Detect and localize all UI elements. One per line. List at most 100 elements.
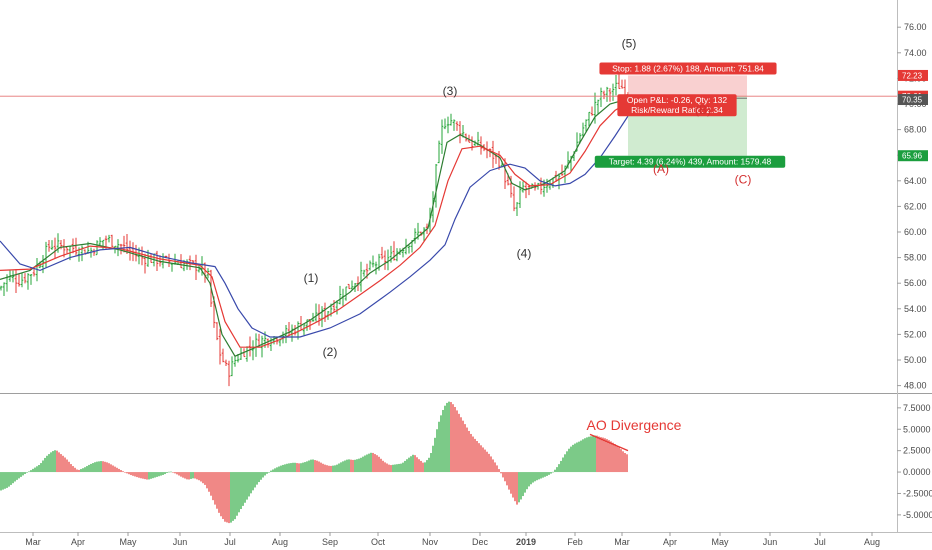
price-bar bbox=[608, 88, 612, 102]
ao-bar bbox=[450, 402, 452, 473]
price-tick-label: 54.00 bbox=[904, 304, 927, 314]
price-bar bbox=[563, 165, 567, 183]
oscillator-tick-label: -5.0000 bbox=[903, 510, 932, 520]
ao-bar bbox=[290, 463, 292, 473]
ao-bar bbox=[200, 472, 202, 482]
ao-bar bbox=[598, 436, 600, 473]
ao-bar bbox=[438, 421, 440, 473]
ao-bar bbox=[4, 472, 6, 489]
ao-bar bbox=[436, 429, 438, 473]
ao-bar bbox=[388, 464, 390, 473]
price-tick-label: 60.00 bbox=[904, 227, 927, 237]
ao-bar bbox=[252, 472, 254, 491]
price-bar bbox=[311, 312, 315, 322]
price-bar bbox=[434, 164, 438, 208]
ao-bar bbox=[572, 444, 574, 473]
ao-bar bbox=[280, 465, 282, 473]
price-bar bbox=[347, 283, 351, 290]
ao-bar bbox=[454, 406, 456, 473]
ao-bar bbox=[626, 454, 628, 473]
ao-bar bbox=[446, 402, 448, 473]
ao-bar bbox=[222, 472, 224, 519]
ao-bar bbox=[248, 472, 250, 497]
ao-bar bbox=[206, 472, 208, 489]
ao-bar bbox=[538, 472, 540, 480]
ao-bar bbox=[410, 456, 412, 473]
ao-bar bbox=[90, 463, 92, 473]
ao-bar bbox=[434, 437, 436, 473]
time-tick-label: Apr bbox=[71, 537, 85, 547]
price-bar bbox=[458, 121, 462, 144]
ao-bar bbox=[64, 457, 66, 473]
ao-bar bbox=[330, 465, 332, 473]
time-tick-label: Sep bbox=[322, 537, 338, 547]
price-bar bbox=[101, 239, 105, 250]
ao-bar bbox=[510, 472, 512, 494]
ao-bar bbox=[578, 441, 580, 473]
ao-bar bbox=[294, 462, 296, 473]
ao-bar bbox=[92, 463, 94, 473]
ao-bar bbox=[586, 437, 588, 473]
ao-bar bbox=[374, 454, 376, 473]
ao-bar bbox=[416, 457, 418, 473]
price-bar bbox=[374, 261, 378, 275]
ao-bar bbox=[594, 435, 596, 473]
ao-bar bbox=[138, 472, 140, 478]
ao-bar bbox=[86, 466, 88, 473]
ao-bar bbox=[104, 461, 106, 473]
price-bar bbox=[290, 324, 294, 342]
price-bar bbox=[527, 185, 531, 196]
ao-bar bbox=[262, 472, 264, 478]
ao-bar bbox=[108, 463, 110, 473]
ao-bar bbox=[324, 464, 326, 473]
ao-bar bbox=[8, 472, 10, 487]
ao-bar bbox=[312, 459, 314, 473]
ao-bar bbox=[230, 472, 232, 523]
position-tool[interactable]: Stop: 1.88 (2.67%) 188, Amount: 751.84 Op… bbox=[0, 62, 897, 168]
ao-bar bbox=[10, 472, 12, 485]
ao-bar bbox=[496, 465, 498, 473]
price-bar bbox=[449, 113, 453, 126]
ao-bar bbox=[168, 471, 170, 473]
ao-bar bbox=[286, 463, 288, 473]
price-bar bbox=[413, 228, 417, 244]
ao-bar bbox=[470, 433, 472, 473]
ao-bar bbox=[110, 464, 112, 473]
price-bar bbox=[452, 119, 456, 131]
ao-bar bbox=[600, 437, 602, 473]
ao-bar bbox=[190, 472, 192, 479]
ao-bar bbox=[220, 472, 222, 517]
ao-bar bbox=[74, 467, 76, 473]
price-bar bbox=[593, 92, 597, 124]
ao-bar bbox=[268, 472, 270, 473]
ao-bar bbox=[522, 472, 524, 497]
ao-bar bbox=[554, 469, 556, 473]
price-badge-text: 65.96 bbox=[902, 152, 923, 161]
ao-bar bbox=[126, 472, 128, 474]
ao-bar bbox=[308, 460, 310, 473]
ao-bar bbox=[16, 472, 18, 480]
ao-bar bbox=[356, 459, 358, 473]
ao-bar bbox=[370, 452, 372, 473]
oscillator-tick-label: -2.5000 bbox=[903, 488, 932, 498]
ao-bar bbox=[404, 460, 406, 473]
ao-bar bbox=[620, 449, 622, 473]
ao-bar bbox=[344, 460, 346, 473]
price-bar bbox=[116, 239, 120, 257]
ao-bar bbox=[68, 461, 70, 473]
wave-label: (3) bbox=[443, 84, 458, 98]
time-tick-label: Apr bbox=[663, 537, 677, 547]
ao-bar bbox=[182, 472, 184, 478]
projection-label: (B) bbox=[695, 103, 711, 117]
ao-bar bbox=[332, 465, 334, 473]
ao-bar bbox=[610, 441, 612, 473]
price-badge-text: 72.23 bbox=[902, 71, 923, 80]
time-tick-label: Aug bbox=[272, 537, 288, 547]
ao-bar bbox=[18, 472, 20, 479]
price-bar bbox=[476, 131, 480, 146]
price-bar bbox=[17, 273, 21, 287]
ao-bar bbox=[368, 453, 370, 473]
price-bar bbox=[233, 355, 237, 367]
